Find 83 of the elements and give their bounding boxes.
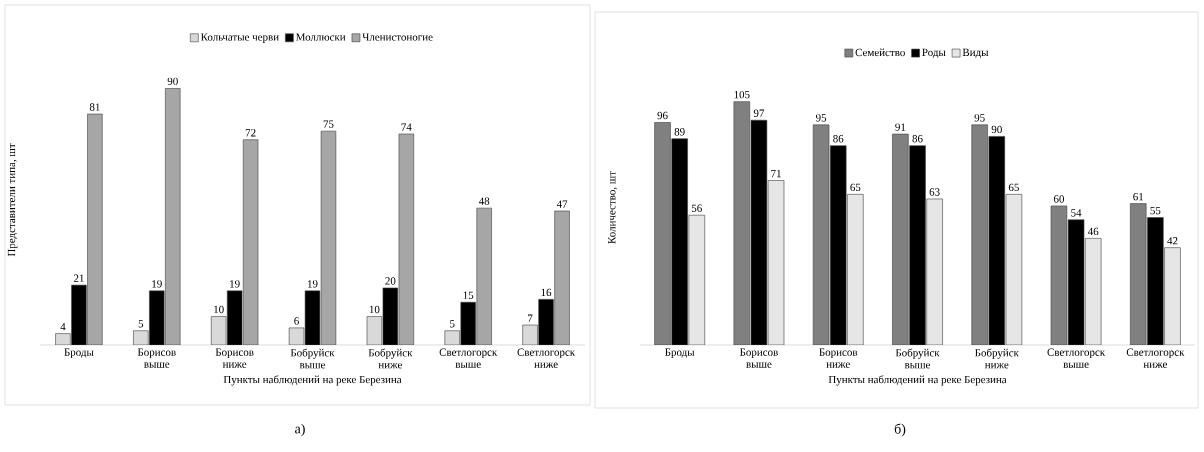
bar [1147, 217, 1164, 345]
bar [926, 198, 943, 345]
bar [847, 194, 864, 345]
data-label: 75 [323, 120, 334, 128]
bar [71, 284, 87, 345]
data-label: 90 [167, 77, 178, 86]
data-label: 74 [401, 123, 412, 131]
legend-label: Моллюски [295, 33, 346, 41]
legend-label: Семейство [855, 48, 905, 57]
data-label: 86 [833, 134, 844, 143]
data-label: 81 [89, 103, 100, 111]
bar [909, 145, 926, 345]
data-label: 65 [850, 183, 861, 192]
y-axis-title: Представители типа, шт [7, 143, 18, 257]
data-label: 61 [1133, 192, 1144, 201]
bar [460, 301, 476, 345]
legend-label: Кольчатые черви [200, 33, 279, 43]
x-tick-label: Броды [665, 348, 695, 359]
legend-label: Членистоногие [362, 33, 433, 41]
data-label: 72 [245, 129, 256, 137]
data-label: 56 [691, 204, 702, 212]
bar [971, 124, 988, 345]
data-label: 89 [674, 128, 685, 136]
data-label: 10 [369, 305, 380, 314]
data-label: 55 [1150, 206, 1161, 215]
x-tick-label: Борисов выше [137, 348, 176, 368]
data-label: 86 [912, 134, 923, 143]
x-tick-label: Борисов ниже [215, 348, 254, 368]
data-label: 47 [556, 200, 568, 208]
data-label: 65 [1008, 183, 1019, 192]
data-label: 96 [657, 111, 668, 120]
x-axis-title: Пункты наблюдений на реке Березина [828, 375, 1007, 386]
data-label: 95 [974, 114, 985, 122]
y-axis-title: Количество, шт [608, 171, 618, 244]
x-tick-label: Бобруйск ниже [368, 348, 413, 369]
data-label: 42 [1167, 237, 1178, 245]
data-label: 10 [214, 305, 224, 314]
data-label: 95 [815, 114, 827, 122]
legend-label: Виды [962, 48, 989, 59]
data-label: 4 [60, 323, 66, 331]
x-tick-label: Броды [64, 348, 94, 359]
data-label: 91 [895, 123, 906, 131]
data-label: 71 [771, 169, 781, 178]
x-tick-label: Бобруйск выше [895, 348, 940, 369]
data-label: 54 [1071, 209, 1082, 217]
bar [654, 122, 671, 345]
x-tick-label: Светлогорск ниже [517, 348, 576, 368]
data-label: 20 [385, 277, 396, 285]
data-label: 5 [450, 320, 455, 328]
data-label: 7 [528, 314, 533, 322]
bar [892, 133, 909, 345]
x-tick-label: Бобруйск выше [290, 348, 335, 369]
bar [688, 214, 705, 345]
data-label: 19 [230, 280, 240, 288]
x-tick-label: Светлогорск ниже [1126, 348, 1185, 368]
bar [538, 299, 554, 345]
x-tick-label: Светлогорск выше [439, 348, 498, 368]
bar [1164, 247, 1181, 345]
data-label: 16 [541, 288, 552, 297]
bar [149, 290, 165, 345]
data-label: 19 [152, 280, 162, 288]
bar [1130, 203, 1147, 345]
legend-label: Роды [922, 48, 946, 59]
data-label: 15 [463, 291, 474, 299]
x-tick-label: Светлогорск выше [1047, 348, 1106, 368]
text: б) [894, 423, 906, 437]
bar [671, 138, 688, 345]
data-label: 5 [138, 320, 144, 328]
data-label: 97 [753, 109, 765, 117]
x-axis-title: Пункты наблюдений на реке Березина [223, 375, 402, 386]
data-label: 6 [294, 317, 299, 325]
data-label: 46 [1087, 227, 1099, 236]
x-tick-label: Борисов выше [739, 348, 778, 368]
data-label: 63 [929, 188, 940, 196]
data-label: 19 [307, 280, 318, 288]
x-tick-label: Бобруйск ниже [975, 348, 1019, 369]
data-label: 60 [1053, 195, 1065, 203]
data-label: 48 [478, 197, 490, 205]
x-tick-label: Борисов ниже [819, 348, 858, 368]
data-label: 90 [991, 125, 1002, 134]
data-label: 105 [734, 90, 750, 99]
data-label: 21 [73, 274, 84, 282]
text: а) [295, 423, 305, 437]
